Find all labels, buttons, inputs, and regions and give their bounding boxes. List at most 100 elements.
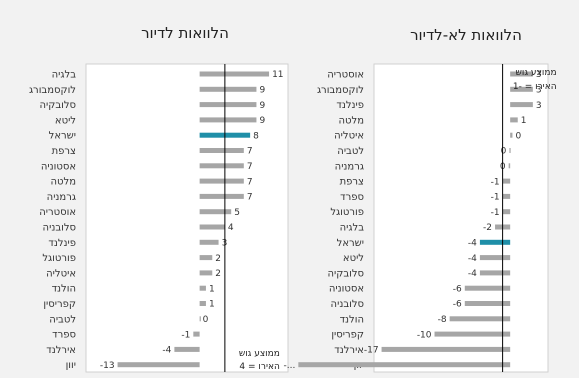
housing-data-label: 1 <box>209 300 215 310</box>
housing-category-label: איטליה <box>46 268 76 279</box>
housing-data-label: 2 <box>215 254 221 264</box>
nonhousing-category-label: מלטה <box>339 115 365 126</box>
nonhousing-category-label: סלובקיה <box>327 268 364 279</box>
nonhousing-data-label: 3 <box>536 70 542 80</box>
nonhousing-category-label: לטביה <box>337 146 364 157</box>
nonhousing-chart-title: הלוואות לא-לדיור <box>410 26 522 44</box>
housing-data-label: 7 <box>247 177 253 187</box>
housing-data-label: 9 <box>259 116 265 126</box>
housing-bar <box>199 209 232 215</box>
housing-bar <box>199 301 206 306</box>
housing-data-label: -4 <box>162 346 171 356</box>
nonhousing-data-label: -4 <box>468 239 477 249</box>
nonhousing-bar <box>449 316 511 322</box>
housing-category-label: ישראל <box>49 131 76 142</box>
nonhousing-bar <box>509 148 511 153</box>
nonhousing-data-label: -17 <box>364 346 379 356</box>
nonhousing-bar <box>479 239 511 245</box>
nonhousing-category-label: סלובניה <box>331 299 364 310</box>
housing-data-label: 0 <box>203 315 209 325</box>
nonhousing-bar <box>464 301 511 306</box>
housing-category-label: ליטא <box>55 115 76 126</box>
housing-category-label: צרפת <box>52 146 76 157</box>
housing-category-label: ספרד <box>52 330 76 341</box>
nonhousing-reference-label: ממוצע גוש <box>516 68 557 78</box>
nonhousing-category-label: ישראל <box>337 238 364 249</box>
housing-plot-area <box>85 63 289 373</box>
nonhousing-data-label: 3 <box>536 86 542 96</box>
housing-bar <box>199 117 257 123</box>
nonhousing-data-label: -1 <box>491 177 500 187</box>
nonhousing-category-label: קפריסין <box>331 330 364 341</box>
nonhousing-bar <box>381 346 511 352</box>
housing-data-label: 7 <box>247 147 253 157</box>
nonhousing-bar <box>502 193 511 199</box>
nonhousing-bar <box>510 132 513 138</box>
nonhousing-category-label: אסטוניה <box>329 284 364 295</box>
nonhousing-bar <box>464 285 511 291</box>
nonhousing-data-label: -4 <box>468 254 477 264</box>
nonhousing-data-label: 3 <box>536 101 542 111</box>
housing-data-label: 4 <box>228 223 234 233</box>
housing-data-label: 9 <box>259 86 265 96</box>
nonhousing-category-label: איטליה <box>334 131 364 142</box>
housing-category-label: לטביה <box>49 314 76 325</box>
nonhousing-bar <box>479 255 511 261</box>
housing-bar <box>174 346 200 352</box>
housing-data-label: 8 <box>253 131 259 141</box>
nonhousing-data-label: 0 <box>501 147 507 157</box>
housing-category-label: אוסטריה <box>39 207 76 218</box>
housing-data-label: 9 <box>259 101 265 111</box>
housing-category-label: סלובניה <box>43 223 76 234</box>
housing-data-label: 1 <box>209 284 215 294</box>
housing-bar <box>199 270 213 276</box>
housing-category-label: הולנד <box>52 284 76 295</box>
housing-category-label: פורטוגל <box>42 253 76 264</box>
nonhousing-data-label: -... <box>284 361 296 371</box>
housing-bar <box>199 193 244 199</box>
housing-bar <box>199 255 213 261</box>
nonhousing-chart: הלוואות לא-לדיור אוסטריה 3 לוקסמבורג 3 פינלנד… <box>284 26 557 373</box>
housing-category-label: יוון <box>66 360 76 371</box>
nonhousing-category-label: אירלנד <box>334 345 364 356</box>
housing-bar <box>199 102 257 108</box>
nonhousing-data-label: -6 <box>453 300 462 310</box>
housing-reference-label: האירו = 4 <box>239 362 280 372</box>
nonhousing-category-label: ספרד <box>340 192 364 203</box>
nonhousing-category-label: לוקסמבורג <box>317 85 364 96</box>
nonhousing-data-label: -8 <box>438 315 447 325</box>
nonhousing-data-label: -6 <box>453 284 462 294</box>
housing-category-label: סלובקיה <box>39 100 76 111</box>
housing-category-label: לוקסמבורג <box>29 85 76 96</box>
housing-chart: הלוואות לדיור בלגיה 1 1 לוקסמבורג 9 סלובקיה 9 לי… <box>29 24 289 373</box>
nonhousing-data-label: -1 <box>491 193 500 203</box>
housing-bar <box>199 285 206 291</box>
housing-data-label: 7 <box>247 162 253 172</box>
nonhousing-category-label: אוסטריה <box>327 70 364 81</box>
nonhousing-bar <box>502 178 511 184</box>
housing-bar <box>199 148 244 153</box>
nonhousing-category-label: פינלנד <box>336 100 364 111</box>
nonhousing-data-label: 1 <box>521 116 527 126</box>
nonhousing-bar <box>508 163 511 169</box>
housing-bar <box>193 331 200 337</box>
nonhousing-bar <box>502 209 511 215</box>
nonhousing-bar <box>510 117 518 123</box>
housing-bar <box>199 71 270 77</box>
nonhousing-category-label: פורטוגל <box>330 207 364 218</box>
housing-bar <box>199 163 244 169</box>
housing-data-label: 5 <box>234 208 240 218</box>
nonhousing-category-label: הולנד <box>340 314 364 325</box>
housing-data-label: 2 <box>215 269 221 279</box>
nonhousing-data-label: -2 <box>483 223 492 233</box>
housing-category-label: גרמניה <box>47 192 76 203</box>
housing-chart-title: הלוואות לדיור <box>141 24 229 42</box>
housing-category-label: קפריסין <box>43 299 76 310</box>
nonhousing-category-label: בלגיה <box>340 223 365 234</box>
nonhousing-bar <box>434 331 511 337</box>
housing-category-label: בלגיה <box>52 70 77 81</box>
nonhousing-category-label: גרמניה <box>335 161 364 172</box>
housing-category-label: מלטה <box>51 177 77 188</box>
housing-bar <box>199 178 244 184</box>
